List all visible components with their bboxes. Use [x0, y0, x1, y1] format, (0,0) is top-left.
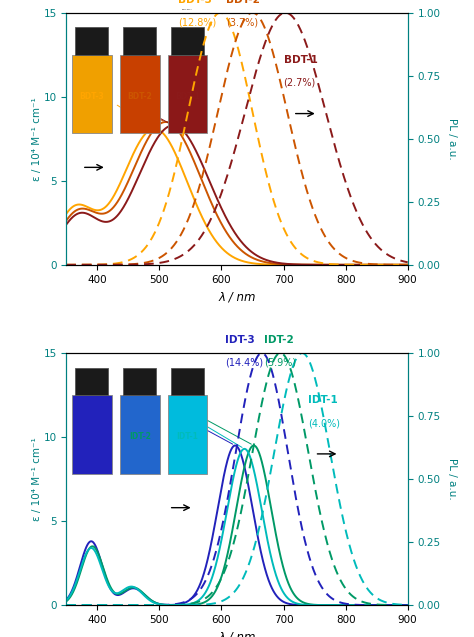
Y-axis label: ε / 10⁴ M⁻¹ cm⁻¹: ε / 10⁴ M⁻¹ cm⁻¹	[32, 97, 42, 181]
Text: (12.8%): (12.8%)	[178, 17, 216, 27]
Y-axis label: PL / a.u.: PL / a.u.	[447, 458, 457, 500]
Text: BDT-3: BDT-3	[178, 0, 212, 4]
X-axis label: λ / nm: λ / nm	[218, 631, 256, 637]
Text: (4.0%): (4.0%)	[309, 418, 340, 428]
Text: IDT-1: IDT-1	[309, 396, 338, 406]
Text: BDT-1: BDT-1	[283, 55, 318, 65]
Text: IDT-3: IDT-3	[225, 335, 255, 345]
Text: (5.9%): (5.9%)	[264, 357, 296, 368]
Y-axis label: ε / 10⁴ M⁻¹ cm⁻¹: ε / 10⁴ M⁻¹ cm⁻¹	[32, 437, 42, 521]
Text: (2.7%): (2.7%)	[283, 78, 316, 88]
Text: BDT-2: BDT-2	[227, 0, 260, 4]
X-axis label: λ / nm: λ / nm	[218, 290, 256, 303]
Text: (3.7%): (3.7%)	[227, 17, 259, 27]
Text: (14.4%): (14.4%)	[225, 357, 264, 368]
Text: IDT-2: IDT-2	[264, 335, 293, 345]
Y-axis label: PL / a.u.: PL / a.u.	[447, 118, 457, 160]
Text: BDT-3  BDT-2: BDT-3 BDT-2	[182, 9, 191, 10]
